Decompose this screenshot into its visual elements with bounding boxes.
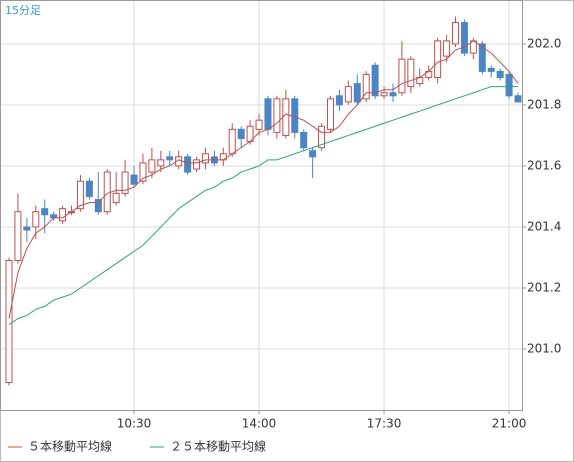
candle-body	[237, 128, 245, 139]
plot-area	[0, 0, 523, 411]
candle-body	[371, 64, 379, 97]
candle-body	[139, 162, 147, 182]
candle-body	[184, 156, 192, 173]
candle-body	[121, 171, 129, 194]
ma-line	[8, 40, 519, 319]
candle-body	[335, 95, 343, 106]
candle-body	[487, 67, 495, 72]
candle-body	[201, 153, 209, 164]
ma-line	[8, 86, 519, 325]
candle-body	[291, 98, 299, 133]
candle-body	[443, 40, 451, 57]
y-tick-label: 201.2	[527, 280, 561, 294]
candle-body	[14, 211, 22, 262]
candle-body	[478, 43, 486, 72]
y-tick-label: 201.4	[527, 219, 561, 233]
candle-body	[496, 70, 504, 78]
candle-body	[407, 58, 415, 88]
candle-body	[255, 119, 263, 130]
candle-body	[318, 125, 326, 149]
candle-body	[103, 171, 111, 213]
candle-body	[380, 92, 388, 97]
y-tick-label: 201.6	[527, 158, 561, 172]
candle-body	[264, 98, 272, 130]
candle-body	[166, 156, 174, 161]
candle-body	[460, 22, 468, 54]
candle-body	[273, 98, 281, 133]
candle-body	[41, 208, 49, 216]
candle-body	[309, 150, 317, 158]
candle-body	[228, 128, 236, 155]
legend-label: ５本移動平均線	[28, 439, 112, 454]
candle-body	[398, 58, 406, 94]
candle-body	[344, 86, 352, 103]
candle-body	[505, 73, 513, 97]
candle-body	[300, 131, 308, 149]
chart-title: 15分足	[5, 4, 41, 17]
candle-body	[389, 92, 397, 97]
legend-label: ２５本移動平均線	[170, 439, 266, 454]
candle-body	[434, 40, 442, 78]
candle-body	[76, 180, 84, 210]
candle-body	[5, 260, 13, 384]
candle-body	[326, 98, 334, 130]
candle-body	[157, 159, 165, 167]
y-tick-label: 201.8	[527, 97, 561, 111]
candle-body	[85, 180, 93, 197]
x-tick-label: 21:00	[492, 417, 527, 431]
candle-body	[23, 226, 31, 231]
candle-body	[59, 208, 67, 222]
x-tick-label: 14:00	[242, 417, 277, 431]
candle-body	[514, 95, 522, 103]
y-tick-label: 202.0	[527, 36, 561, 50]
y-tick-label: 201.0	[527, 341, 561, 355]
candle-body	[130, 174, 138, 185]
candle-body	[32, 211, 40, 228]
candle-body	[148, 159, 156, 173]
candle-body	[193, 159, 201, 170]
candle-body	[112, 192, 120, 204]
candle-body	[94, 199, 102, 213]
candle-body	[362, 73, 370, 100]
candle-body	[452, 22, 459, 45]
candle-body	[353, 83, 361, 103]
candle-body	[282, 98, 290, 136]
x-tick-label: 10:30	[117, 417, 152, 431]
x-tick-label: 17:30	[367, 417, 402, 431]
